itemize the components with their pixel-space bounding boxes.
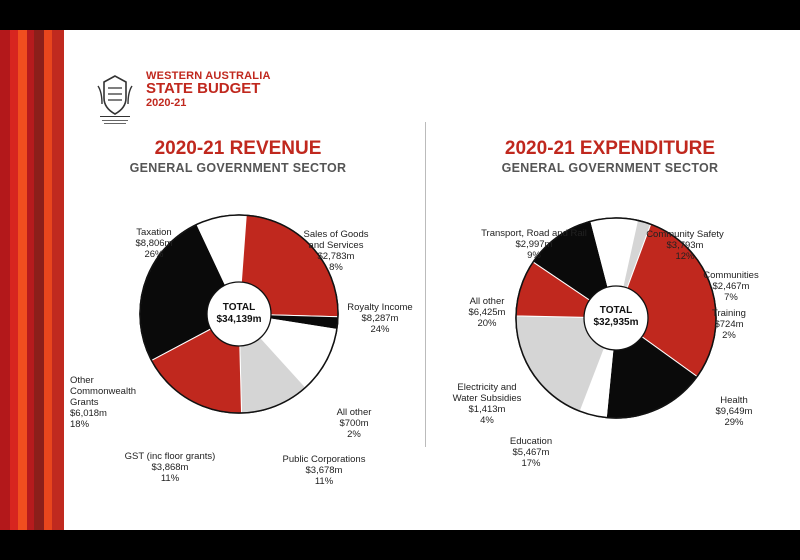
stripe (0, 30, 10, 530)
revenue-label-line: and Services (308, 240, 364, 251)
revenue-subtitle: GENERAL GOVERNMENT SECTOR (129, 161, 347, 175)
expenditure-label-transport-road-and-rail: Transport, Road and Rail $2,997m 9% (474, 228, 594, 261)
revenue-label-line: 26% (144, 249, 164, 260)
expenditure-total-label: TOTAL $32,935m (581, 305, 651, 329)
stripe (18, 30, 27, 530)
revenue-label-line: 18% (70, 419, 90, 430)
expenditure-label-line: 20% (477, 318, 497, 329)
expenditure-label-communities: Communities $2,467m 7% (696, 270, 766, 303)
revenue-label-public-corporations: Public Corporations $3,678m 11% (276, 454, 372, 487)
revenue-label-line: $2,783m (317, 251, 355, 262)
expenditure-label-line: Education (509, 436, 553, 447)
revenue-label-line: All other (336, 407, 372, 418)
expenditure-label-line: 2% (722, 330, 736, 341)
revenue-label-line: $8,806m (135, 238, 173, 249)
expenditure-label-community-safety: Community Safety $3,793m 12% (645, 229, 725, 262)
expenditure-pie-center (583, 285, 649, 351)
revenue-label-line: Public Corporations (282, 454, 366, 465)
revenue-label-line: 11% (160, 473, 180, 484)
revenue-label-line: $3,868m (151, 462, 189, 473)
expenditure-label-line: $9,649m (715, 406, 753, 417)
stripe (44, 30, 52, 530)
budget-header-line2: STATE BUDGET (146, 80, 261, 97)
budget-header-line3: 2020-21 (146, 97, 187, 109)
expenditure-label-line: All other (469, 296, 505, 307)
revenue-label-line: Other (70, 375, 94, 386)
revenue-label-line: Commonwealth (70, 386, 136, 397)
revenue-label-line: Sales of Goods (303, 229, 369, 240)
expenditure-label-line: $6,425m (468, 307, 506, 318)
revenue-pie-center (206, 281, 272, 347)
revenue-label-line: Grants (70, 397, 99, 408)
revenue-label-line: 2% (347, 429, 361, 440)
expenditure-label-line: Communities (703, 270, 759, 281)
expenditure-subtitle: GENERAL GOVERNMENT SECTOR (501, 161, 719, 175)
expenditure-label-line: Health (720, 395, 748, 406)
decorative-stripes (0, 30, 64, 530)
revenue-label-line: 24% (370, 324, 390, 335)
expenditure-label-line: Water Subsidies (452, 393, 522, 404)
expenditure-label-line: Transport, Road and Rail (481, 228, 587, 239)
expenditure-label-line: 12% (675, 251, 695, 262)
expenditure-title: 2020-21 EXPENDITURE (504, 138, 716, 159)
revenue-label-taxation: Taxation $8,806m 26% (124, 227, 184, 260)
expenditure-label-line: 17% (521, 458, 541, 469)
expenditure-label-line: $724m (714, 319, 744, 330)
coat-of-arms-icon (97, 75, 133, 124)
stripe (34, 30, 44, 530)
expenditure-label-line: $3,793m (666, 240, 704, 251)
revenue-label-sales-of-goods: Sales of Goods and Services $2,783m 8% (296, 229, 376, 273)
revenue-label-line: $3,678m (305, 465, 343, 476)
expenditure-label-line: Training (712, 308, 746, 319)
revenue-label-line: $700m (339, 418, 369, 429)
expenditure-label-line: 4% (480, 415, 494, 426)
expenditure-label-training: Training $724m 2% (706, 308, 752, 341)
chart-divider (425, 122, 426, 447)
expenditure-label-line: Community Safety (646, 229, 724, 240)
expenditure-label-line: $5,467m (512, 447, 550, 458)
expenditure-label-line: Electricity and (457, 382, 517, 393)
revenue-label-line: 11% (314, 476, 334, 487)
revenue-title: 2020-21 REVENUE (154, 138, 322, 159)
revenue-total-label: TOTAL $34,139m (204, 302, 274, 326)
budget-header-line1: WESTERN AUSTRALIA (146, 70, 271, 82)
revenue-label-line: Taxation (136, 227, 172, 238)
revenue-pie-ring (139, 214, 339, 414)
revenue-label-line: Royalty Income (347, 302, 413, 313)
revenue-label-royalty-income: Royalty Income $8,287m 24% (342, 302, 418, 335)
stripe (52, 30, 64, 530)
expenditure-label-line: $2,467m (712, 281, 750, 292)
expenditure-total-value: $32,935m (593, 317, 639, 328)
revenue-total-caption: TOTAL (222, 302, 256, 313)
revenue-label-all-other: All other $700m 2% (336, 407, 372, 440)
expenditure-label-all-other: All other $6,425m 20% (462, 296, 512, 329)
expenditure-label-electricity-and: Electricity and Water Subsidies $1,413m 4% (450, 382, 524, 426)
expenditure-label-line: 29% (724, 417, 744, 428)
expenditure-label-line: $2,997m (515, 239, 553, 250)
revenue-label-line: GST (inc floor grants) (124, 451, 216, 462)
revenue-label-line: $6,018m (70, 408, 107, 419)
expenditure-label-line: $1,413m (468, 404, 506, 415)
expenditure-label-line: 9% (527, 250, 541, 261)
expenditure-total-caption: TOTAL (599, 305, 633, 316)
expenditure-label-education: Education $5,467m 17% (506, 436, 556, 469)
pie-charts (139, 214, 717, 419)
revenue-total-value: $34,139m (216, 314, 262, 325)
expenditure-label-line: 7% (724, 292, 738, 303)
stripe (27, 30, 34, 530)
expenditure-label-health: Health $9,649m 29% (712, 395, 756, 428)
revenue-label-line: $8,287m (361, 313, 399, 324)
revenue-label-line: 8% (329, 262, 343, 273)
budget-slide: WESTERN AUSTRALIA STATE BUDGET 2020-21 2… (0, 30, 800, 530)
expenditure-pie-ring (515, 217, 717, 419)
revenue-label-gst-inc-floor-grants-: GST (inc floor grants) $3,868m 11% (118, 451, 222, 484)
stripe (10, 30, 18, 530)
revenue-label-other: Other Commonwealth Grants $6,018m 18% (70, 375, 146, 430)
